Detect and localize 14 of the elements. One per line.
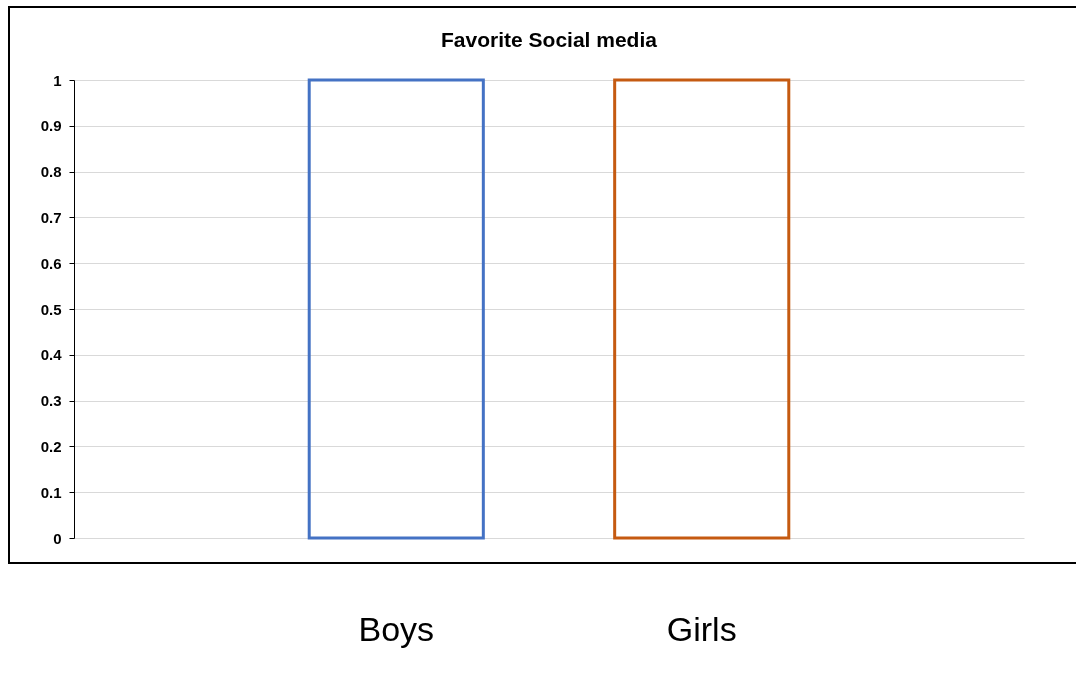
y-tick-label: 0 [53,529,62,547]
y-tick-label: 0.4 [40,346,63,364]
y-tick-label: 0.7 [40,208,62,226]
y-tick-label: 0.9 [40,117,62,135]
y-tick-label: 0.3 [40,392,62,410]
y-tick-label: 0.5 [40,300,62,318]
x-tick-label: Girls [666,609,737,648]
y-tick-label: 0.6 [40,254,62,272]
y-tick-label: 1 [53,71,62,89]
x-tick-label: Boys [358,609,435,648]
y-tick-label: 0.2 [40,437,62,455]
y-tick-label: 0.8 [40,163,62,181]
chart-title: Favorite Social media [441,28,658,51]
y-tick-label: 0.1 [40,483,62,501]
